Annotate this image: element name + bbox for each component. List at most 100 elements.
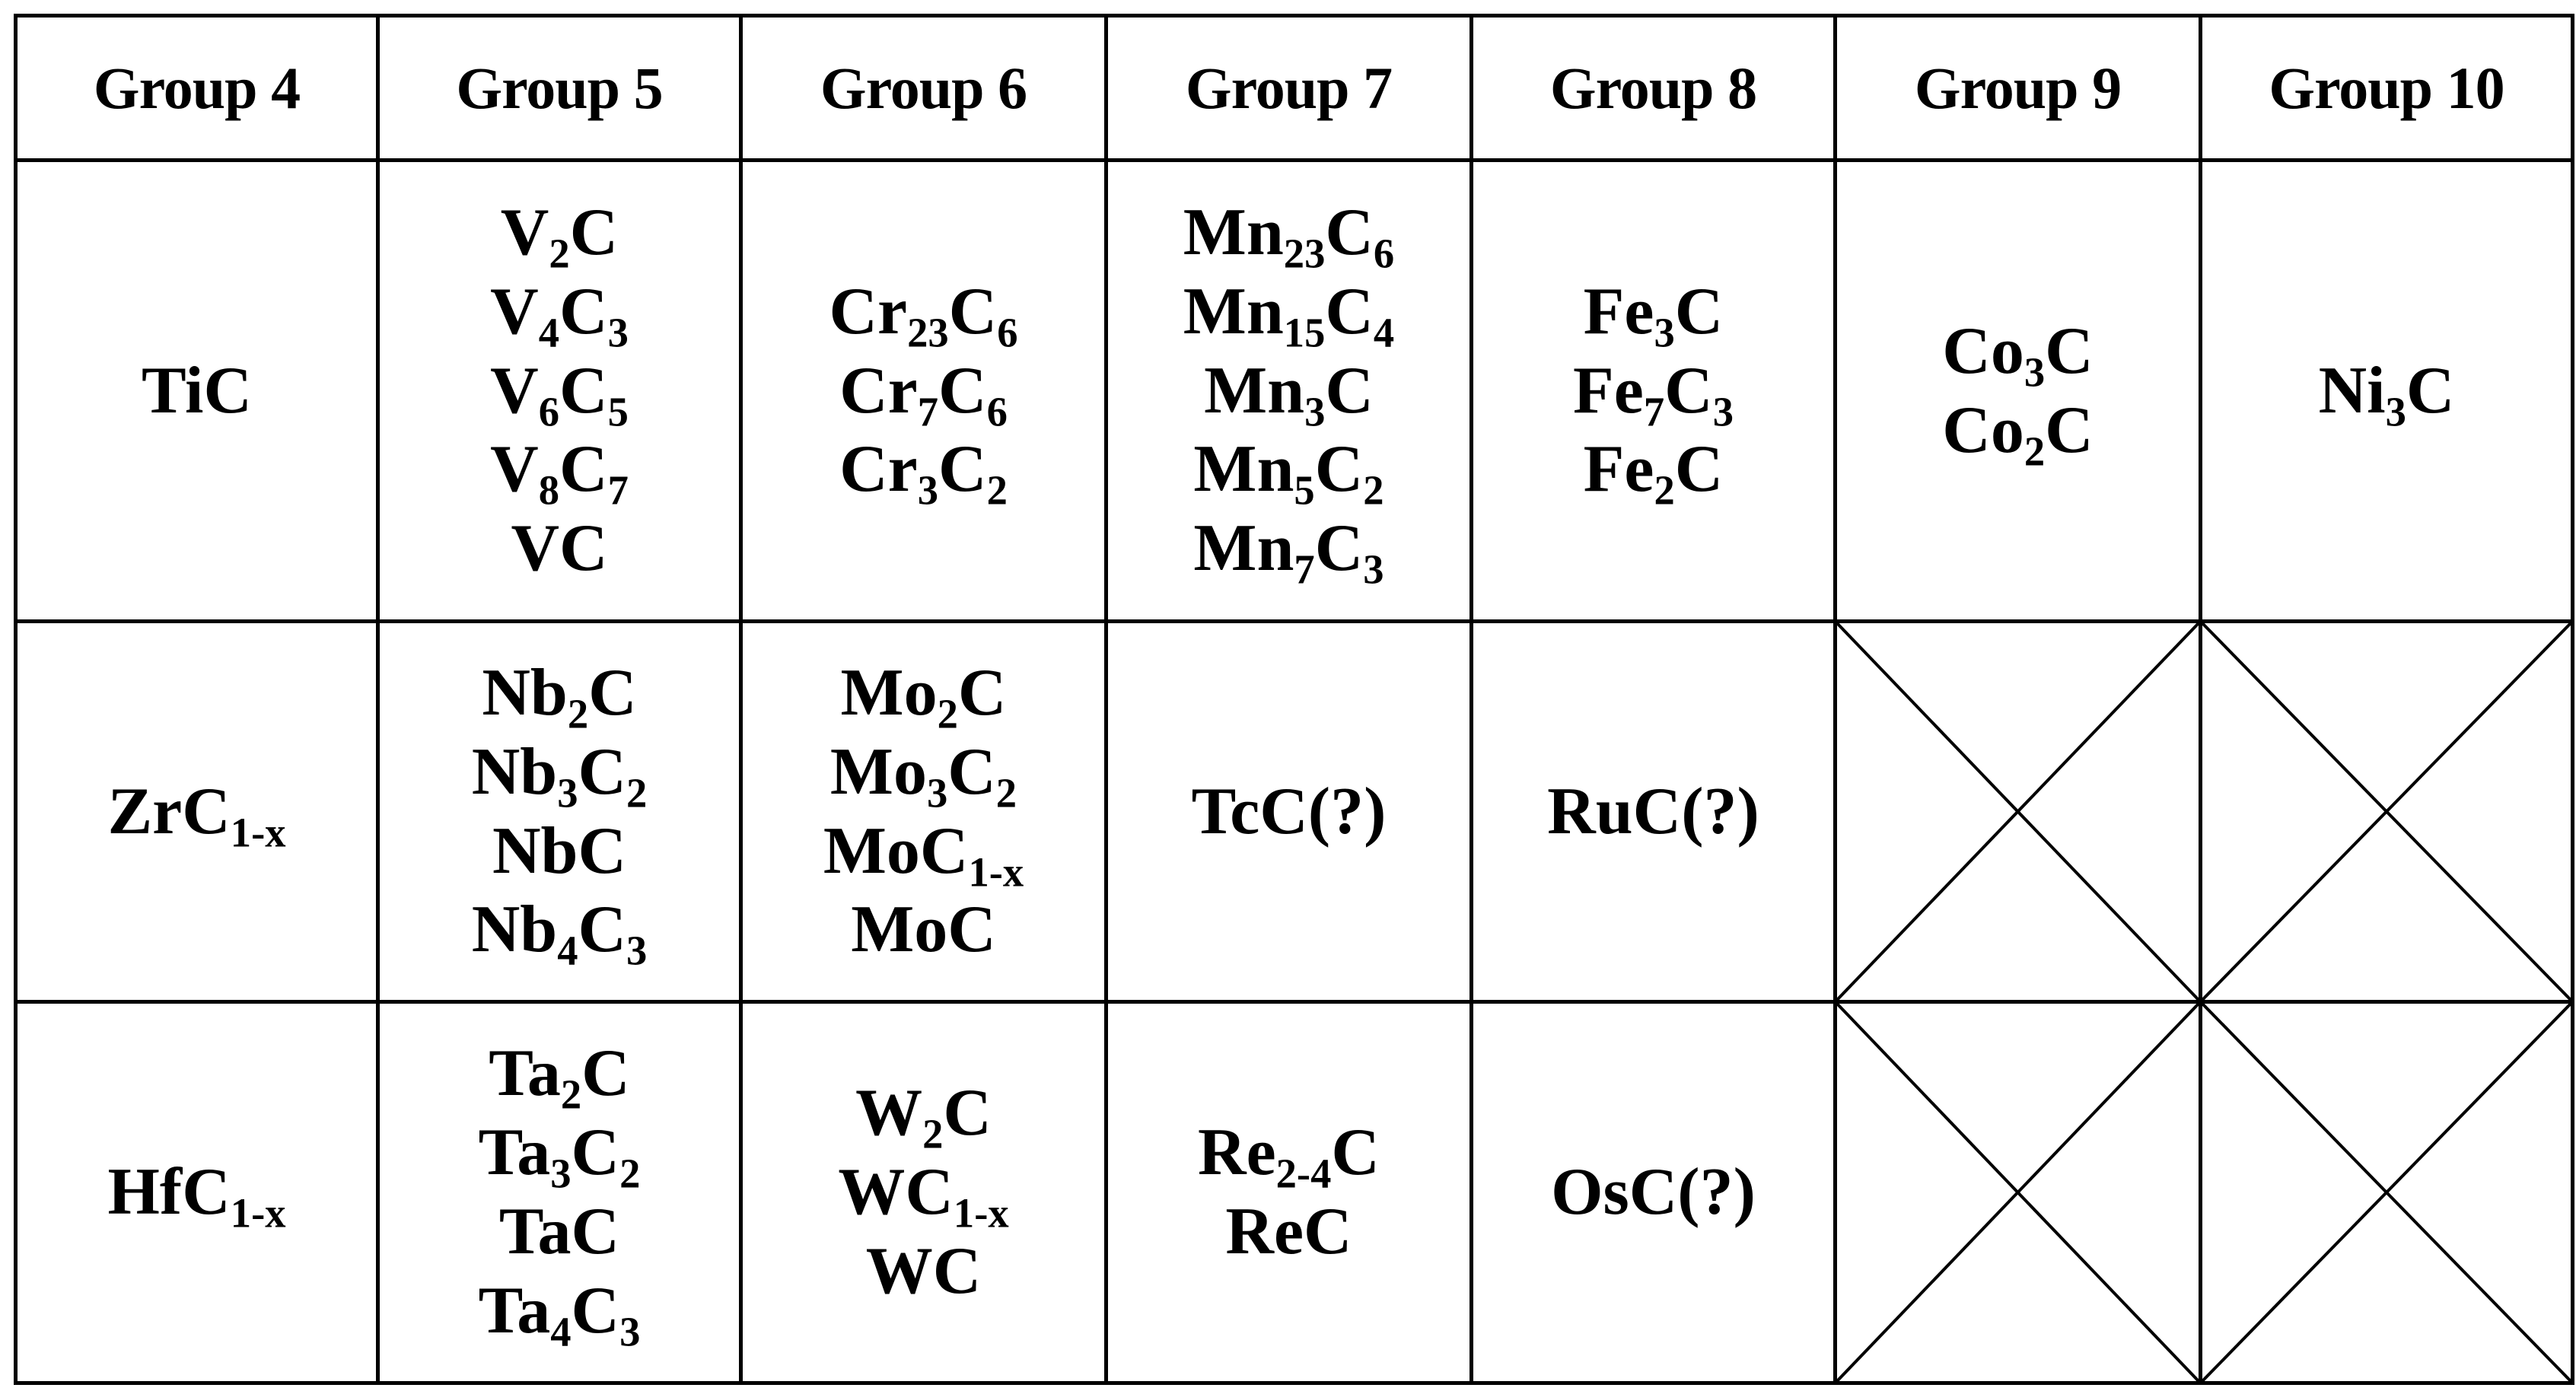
carbide-formula: Cr7C6 (829, 352, 1018, 432)
formula-subscript: 2 (560, 1071, 582, 1118)
table-row: TiC V2C V4C3 V6C5 V8C7 VC Cr23C6 Cr7C6 Cr3C2 Mn23… (14, 158, 2574, 623)
carbide-formula: Ta3C2 (479, 1113, 641, 1194)
group-header: Group 9 (1833, 14, 2202, 162)
cross-line (1837, 623, 2199, 1000)
formula-symbol: Mn (1204, 353, 1305, 428)
formula-subscript: 2 (2024, 427, 2046, 474)
formula-subscript: 5 (607, 388, 629, 435)
carbide-formula: V6C5 (490, 352, 629, 435)
formula-subscript: 4 (550, 1308, 572, 1355)
formula-symbol: Co (1942, 393, 2024, 467)
carbide-cell: Ta2C Ta3C2 TaC Ta4C3 (376, 1000, 743, 1385)
empty-cell (1833, 1000, 2202, 1385)
formula-symbol: Fe (1583, 432, 1654, 507)
formula-symbol: Mn (1193, 511, 1294, 586)
group-header: Group 10 (2199, 14, 2574, 162)
empty-cell (1833, 619, 2202, 1004)
empty-cell (2199, 1000, 2574, 1385)
carbide-cell: V2C V4C3 V6C5 V8C7 VC (376, 158, 743, 623)
carbide-formula: WC1-x (838, 1153, 1008, 1233)
carbide-formula: OsC(?) (1551, 1153, 1756, 1232)
carbide-formula: RuC(?) (1547, 772, 1759, 851)
carbide-formula: W2C (838, 1074, 1008, 1154)
carbide-formula: VC (490, 509, 629, 588)
formula-symbol: WC (838, 1155, 954, 1230)
formula-subscript: 3 (917, 466, 939, 514)
formula-symbol: MoC (823, 813, 969, 888)
cross-line (1837, 1004, 2199, 1381)
formula-symbol: C (2045, 393, 2094, 467)
formula-symbol: C (948, 274, 998, 349)
cross-mark (1837, 1004, 2199, 1381)
formula-subscript: 7 (1294, 546, 1315, 593)
group-header: Group 5 (376, 14, 743, 162)
formula-symbol: C (938, 353, 987, 428)
formula-subscript: 3 (619, 1308, 641, 1355)
formula-subscript: 2 (937, 690, 958, 737)
formula-symbol: Ta (478, 1273, 551, 1348)
formula-symbol: Nb (471, 734, 558, 809)
formula-list: TiC (142, 352, 252, 431)
carbide-formula: Ta2C (479, 1034, 641, 1115)
carbide-cell: Re2-4C ReC (1104, 1000, 1473, 1385)
formula-symbol: C (588, 655, 637, 730)
formula-symbol: C (1325, 195, 1374, 269)
carbide-formula: Fe2C (1573, 430, 1734, 511)
carbide-formula: Co3C (1942, 312, 2093, 393)
formula-subscript: 6 (538, 388, 559, 435)
formula-subscript: 3 (1304, 388, 1326, 435)
formula-subscript: 3 (607, 309, 629, 356)
formula-subscript: 6 (997, 309, 1018, 356)
formula-list: ZrC1-x (107, 772, 285, 853)
formula-list: Ta2C Ta3C2 TaC Ta4C3 (478, 1034, 641, 1352)
formula-symbol: Mo (829, 734, 927, 809)
carbide-formula: TiC (142, 352, 252, 431)
formula-subscript: 5 (1294, 466, 1315, 514)
carbide-formula: TaC (479, 1192, 641, 1272)
carbide-cell: Nb2C Nb3C2 NbC Nb4C3 (376, 619, 743, 1004)
formula-symbol: C (1325, 274, 1374, 349)
carbide-formula: Mn7C3 (1183, 509, 1394, 590)
carbide-formula: TcC(?) (1192, 772, 1387, 851)
formula-list: Mo2C Mo3C2 MoC1-x MoC (823, 654, 1024, 969)
carbide-formula: Cr3C2 (829, 430, 1018, 511)
formula-symbol: C (559, 353, 608, 428)
carbide-cell: OsC(?) (1469, 1000, 1837, 1385)
formula-symbol: ZrC (107, 774, 231, 848)
formula-symbol: Nb (482, 655, 568, 730)
formula-subscript: 1-x (968, 848, 1024, 895)
formula-symbol: C (1674, 274, 1724, 349)
formula-symbol: Mn (1193, 432, 1294, 507)
formula-symbol: Ti (141, 353, 204, 428)
group-header: Group 8 (1469, 14, 1837, 162)
carbide-formula: Fe3C (1573, 272, 1734, 356)
formula-subscript: 3 (1654, 309, 1675, 356)
formula-symbol: C (1314, 511, 1364, 586)
formula-subscript: 3 (557, 769, 578, 816)
group-header: Group 7 (1104, 14, 1473, 162)
formula-symbol: ReC (1225, 1195, 1352, 1268)
carbide-formula: V8C7 (490, 430, 629, 511)
carbide-formula: Fe7C3 (1573, 352, 1734, 435)
carbide-formula: Ni3C (2318, 352, 2455, 432)
formula-symbol: Ni (2318, 353, 2386, 428)
formula-subscript: 2 (549, 230, 570, 277)
carbide-cell: ZrC1-x (14, 619, 380, 1004)
carbide-formula: Nb2C (472, 654, 648, 734)
formula-symbol: C (578, 734, 627, 809)
carbide-formula: Mn5C2 (1183, 430, 1394, 511)
carbide-formula: Mn23C6 (1183, 193, 1394, 274)
formula-symbol: Cr (839, 432, 918, 507)
carbide-cell: Ni3C (2199, 158, 2574, 623)
formula-symbol: VC (511, 511, 608, 586)
formula-list: RuC(?) (1547, 772, 1759, 851)
formula-subscript: 2 (995, 769, 1017, 816)
formula-subscript: 7 (1643, 388, 1665, 435)
formula-symbol: C (938, 432, 987, 507)
carbide-formula: MoC (823, 890, 1024, 969)
formula-symbol: Mn (1183, 274, 1284, 349)
carbide-formula: Nb3C2 (471, 733, 648, 813)
formula-subscript: 6 (1373, 230, 1395, 277)
carbide-formula: Re2-4C (1198, 1113, 1380, 1194)
carbide-formula: V4C3 (490, 272, 629, 356)
